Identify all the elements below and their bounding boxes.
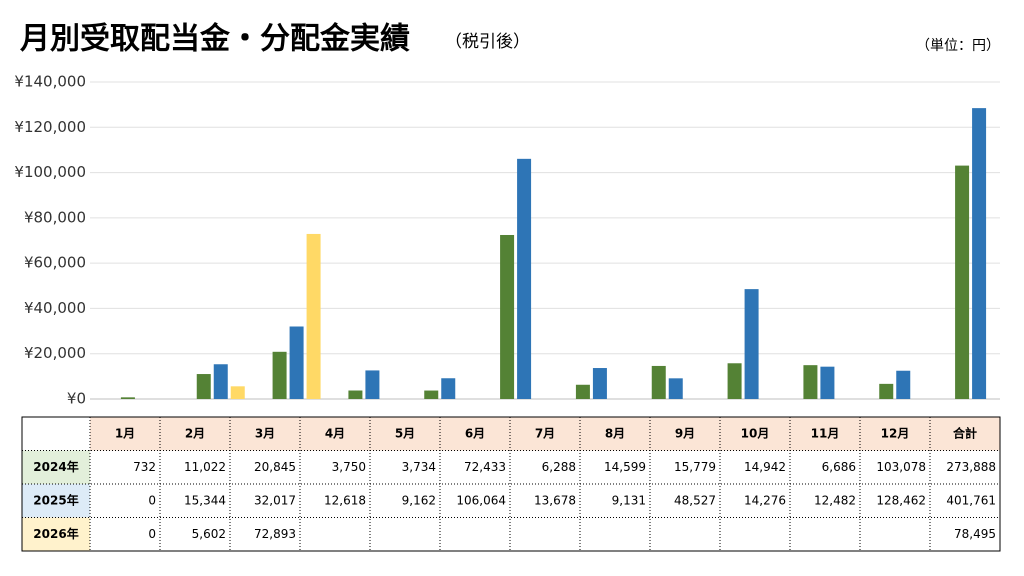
- table-total: 273,888: [946, 460, 996, 474]
- bar: [272, 351, 287, 399]
- row-label-bg: [22, 517, 90, 551]
- y-tick-label: ¥60,000: [24, 254, 86, 272]
- bar: [500, 234, 515, 399]
- row-label-bg: [22, 484, 90, 518]
- bar: [744, 289, 759, 399]
- table-value: 9,131: [612, 493, 646, 507]
- legend-label: 2026年: [33, 526, 78, 541]
- legend-label: 2024年: [33, 459, 78, 474]
- table-header: 8月: [605, 426, 625, 440]
- table-value: 11,022: [184, 460, 226, 474]
- bar: [441, 378, 456, 399]
- bar: [955, 165, 970, 399]
- table-value: 0: [148, 527, 156, 541]
- table-value: 106,064: [456, 493, 506, 507]
- table-header: 10月: [741, 426, 770, 440]
- bar: [668, 378, 683, 399]
- bar: [592, 368, 607, 399]
- table-header: 11月: [811, 426, 840, 440]
- table-value: 0: [148, 493, 156, 507]
- bar: [230, 386, 245, 399]
- table-header: 2月: [185, 426, 205, 440]
- table-header: 4月: [325, 426, 345, 440]
- table-value: 9,162: [402, 493, 436, 507]
- y-tick-label: ¥80,000: [24, 208, 86, 226]
- table-value: 14,276: [744, 493, 786, 507]
- bar: [803, 365, 818, 399]
- table-header: 12月: [881, 426, 910, 440]
- table-value: 14,942: [744, 460, 786, 474]
- bar: [213, 364, 228, 399]
- table-value: 20,845: [254, 460, 296, 474]
- table-value: 32,017: [254, 493, 296, 507]
- table-header: 1月: [115, 426, 135, 440]
- y-tick-label: ¥0: [67, 390, 86, 408]
- table-value: 72,433: [464, 460, 506, 474]
- chart-title: 月別受取配当金・分配金実績: [20, 22, 410, 57]
- bar: [820, 366, 835, 399]
- y-tick-label: ¥120,000: [14, 118, 86, 136]
- unit-note: （単位：円）: [916, 38, 1000, 54]
- bar: [727, 363, 742, 399]
- table-value: 3,734: [402, 460, 436, 474]
- table-total: 78,495: [954, 527, 996, 541]
- table-value: 15,344: [184, 493, 226, 507]
- table-header-bg: [90, 417, 1000, 451]
- table-value: 5,602: [192, 527, 226, 541]
- table-total: 401,761: [946, 493, 996, 507]
- bar: [196, 374, 211, 399]
- bar: [120, 397, 135, 399]
- table-border: [21, 416, 1001, 552]
- table-value: 6,288: [542, 460, 576, 474]
- table-value: 15,779: [674, 460, 716, 474]
- y-tick-label: ¥40,000: [24, 299, 86, 317]
- table-header: 6月: [465, 426, 485, 440]
- table-value: 128,462: [876, 493, 926, 507]
- bar: [306, 233, 321, 399]
- table-header: 7月: [535, 426, 555, 440]
- bar: [651, 365, 666, 399]
- table-value: 48,527: [674, 493, 716, 507]
- chart-subtitle: （税引後）: [445, 32, 530, 52]
- bar: [896, 370, 911, 399]
- y-tick-label: ¥140,000: [14, 73, 86, 91]
- bar: [289, 326, 304, 399]
- table-value: 12,482: [814, 493, 856, 507]
- table-header: 合計: [953, 425, 977, 440]
- table-value: 3,750: [332, 460, 366, 474]
- bar: [424, 390, 439, 399]
- table-value: 103,078: [876, 460, 926, 474]
- bar: [879, 383, 894, 399]
- table-value: 12,618: [324, 493, 366, 507]
- table-header: 9月: [675, 426, 695, 440]
- table-value: 732: [133, 460, 156, 474]
- y-tick-label: ¥100,000: [14, 163, 86, 181]
- table-header: 3月: [255, 426, 275, 440]
- table-value: 14,599: [604, 460, 646, 474]
- table-value: 72,893: [254, 527, 296, 541]
- table-value: 6,686: [822, 460, 856, 474]
- table-value: 13,678: [534, 493, 576, 507]
- bar: [348, 390, 363, 399]
- legend-label: 2025年: [33, 492, 78, 507]
- bar: [365, 370, 380, 399]
- y-tick-label: ¥20,000: [24, 344, 86, 362]
- row-label-bg: [22, 450, 90, 484]
- bar: [575, 384, 590, 399]
- bar: [972, 108, 987, 399]
- table-header: 5月: [395, 426, 415, 440]
- bar: [517, 158, 532, 399]
